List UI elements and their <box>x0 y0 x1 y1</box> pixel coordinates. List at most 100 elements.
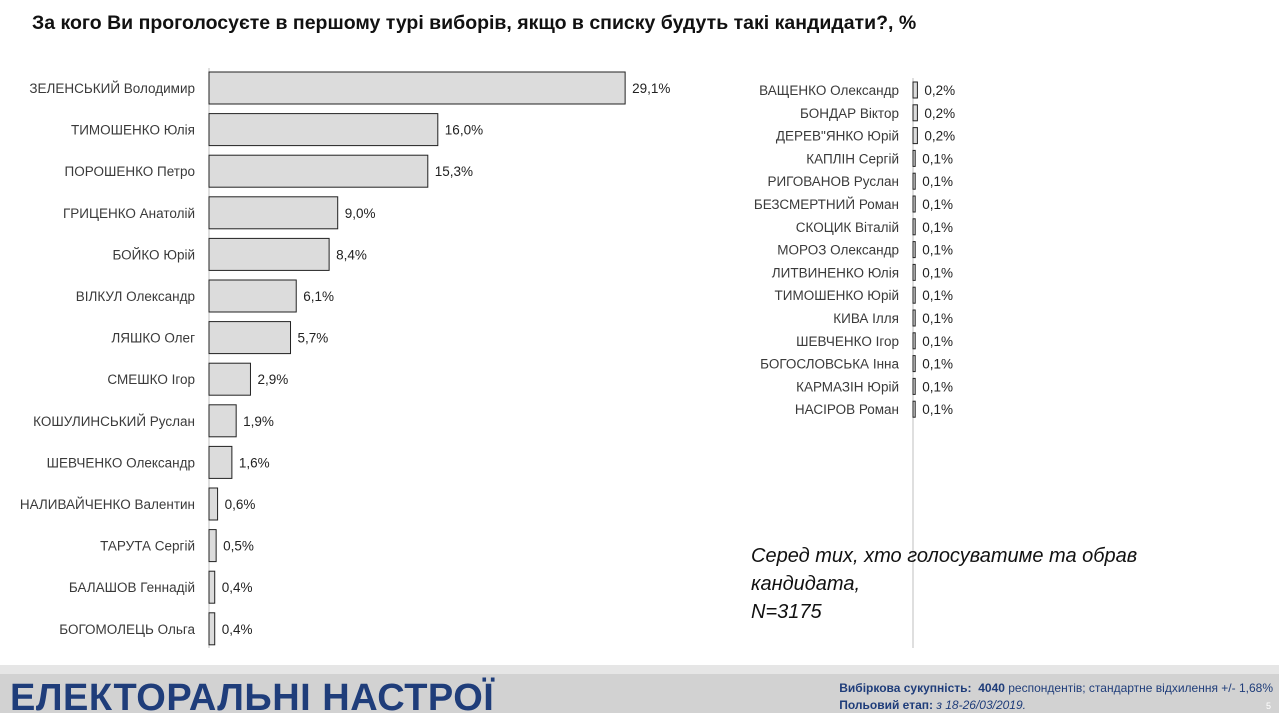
brand-title: ЕЛЕКТОРАЛЬНІ НАСТРОЇ <box>10 677 495 719</box>
chart-0-value-label-1: 16,0% <box>445 123 483 138</box>
chart-1-value-label-14: 0,1% <box>922 402 953 417</box>
chart-0-bar-11 <box>208 529 217 563</box>
chart-1-value-label-4: 0,1% <box>922 174 953 189</box>
chart-0-category-label-10: НАЛИВАЙЧЕНКО Валентин <box>20 497 195 512</box>
chart-1-value-label-7: 0,1% <box>922 243 953 258</box>
chart-1-category-label-1: БОНДАР Віктор <box>800 106 899 121</box>
chart-1-value-label-11: 0,1% <box>922 334 953 349</box>
chart-1-bar-14 <box>912 400 916 418</box>
chart-0-value-label-13: 0,4% <box>222 622 253 637</box>
field-stage-line: Польовий етап: з 18-26/03/2019. <box>839 697 1273 714</box>
chart-1-category-label-5: БЕЗСМЕРТНИЙ Роман <box>754 197 899 212</box>
chart-0-value-label-11: 0,5% <box>223 539 254 554</box>
chart-0-bar-3 <box>208 196 339 230</box>
field-stage-dates: з 18-26/03/2019. <box>933 698 1026 712</box>
sample-details: респондентів; стандартне відхилення +/- … <box>1004 681 1273 695</box>
chart-0-category-label-7: СМЕШКО Ігор <box>107 372 195 387</box>
chart-1-category-label-0: ВАЩЕНКО Олександр <box>759 83 899 98</box>
survey-info: Вибіркова сукупність: 4040 респондентів;… <box>839 680 1273 714</box>
chart-0-value-label-0: 29,1% <box>632 81 670 96</box>
chart-1-value-label-1: 0,2% <box>924 106 955 121</box>
chart-0-value-label-6: 5,7% <box>298 331 329 346</box>
chart-1-bar-9 <box>912 286 916 304</box>
chart-0-category-label-1: ТИМОШЕНКО Юлія <box>71 123 195 138</box>
chart-0-bar-7 <box>208 362 251 396</box>
chart-1-value-label-5: 0,1% <box>922 197 953 212</box>
sample-size-line: Вибіркова сукупність: 4040 респондентів;… <box>839 680 1273 697</box>
chart-0-bar-1 <box>208 113 439 147</box>
chart-0-value-label-8: 1,9% <box>243 414 274 429</box>
chart-0-value-label-2: 15,3% <box>435 164 473 179</box>
chart-1-bar-11 <box>912 332 916 350</box>
sample-note-line-1: Серед тих, хто голосуватиме та обрав <box>751 545 1138 567</box>
chart-0-category-label-12: БАЛАШОВ Геннадій <box>69 580 195 595</box>
chart-1-value-label-9: 0,1% <box>922 288 953 303</box>
chart-1-category-label-8: ЛИТВИНЕНКО Юлія <box>772 265 899 280</box>
chart-0-value-label-7: 2,9% <box>257 372 288 387</box>
chart-1-bar-12 <box>912 355 916 373</box>
chart-1-value-label-13: 0,1% <box>922 379 953 394</box>
chart-1-bar-10 <box>912 309 916 327</box>
chart-0-value-label-9: 1,6% <box>239 455 270 470</box>
chart-1-category-label-12: БОГОСЛОВСЬКА Інна <box>760 357 899 372</box>
sample-label: Вибіркова сукупність: <box>839 681 972 695</box>
chart-0-category-label-3: ГРИЦЕНКО Анатолій <box>63 206 195 221</box>
chart-0-bar-2 <box>208 154 429 188</box>
chart-1-value-label-12: 0,1% <box>922 357 953 372</box>
chart-1-category-label-7: МОРОЗ Олександр <box>777 243 899 258</box>
chart-0-category-label-9: ШЕВЧЕНКО Олександр <box>47 455 195 470</box>
sample-note: Серед тих, хто голосуватиме та обрав кан… <box>751 542 1231 626</box>
footer-divider <box>0 665 1279 674</box>
chart-0-value-label-12: 0,4% <box>222 580 253 595</box>
chart-1-category-label-6: СКОЦИК Віталій <box>796 220 899 235</box>
chart-1-category-label-4: РИГОВАНОВ Руслан <box>767 174 899 189</box>
chart-1-bar-13 <box>912 377 916 395</box>
chart-0-value-label-3: 9,0% <box>345 206 376 221</box>
left-bar-chart: ЗЕЛЕНСЬКИЙ Володимир 29,1% ТИМОШЕНКО Юлія 1… <box>20 68 670 648</box>
chart-0-category-label-0: ЗЕЛЕНСЬКИЙ Володимир <box>29 81 195 96</box>
footer: ЕЛЕКТОРАЛЬНІ НАСТРОЇ Вибіркова сукупніст… <box>0 665 1279 719</box>
chart-0-bar-5 <box>208 279 297 313</box>
chart-0-category-label-11: ТАРУТА Сергій <box>100 539 195 554</box>
chart-0-bar-9 <box>208 445 233 479</box>
chart-0-bar-6 <box>208 321 292 355</box>
sample-count: 4040 <box>978 681 1005 695</box>
chart-0-value-label-10: 0,6% <box>225 497 256 512</box>
chart-0-category-label-2: ПОРОШЕНКО Петро <box>65 164 195 179</box>
sample-note-line-2: кандидата, <box>751 573 861 595</box>
chart-1-value-label-10: 0,1% <box>922 311 953 326</box>
chart-1-category-label-2: ДЕРЕВ"ЯНКО Юрій <box>776 129 899 144</box>
chart-1-value-label-3: 0,1% <box>922 151 953 166</box>
right-bar-chart: ВАЩЕНКО Олександр 0,2% БОНДАР Віктор 0,2% ДЕ… <box>754 78 955 648</box>
bar-chart: ЗЕЛЕНСЬКИЙ Володимир 29,1% ТИМОШЕНКО Юлія 1… <box>20 68 955 648</box>
chart-0-bar-4 <box>208 237 330 271</box>
chart-1-bar-2 <box>912 127 918 145</box>
chart-0-category-label-8: КОШУЛИНСЬКИЙ Руслан <box>33 414 195 429</box>
chart-1-value-label-8: 0,1% <box>922 265 953 280</box>
chart-1-bar-4 <box>912 172 916 190</box>
chart-1-value-label-6: 0,1% <box>922 220 953 235</box>
chart-1-value-label-0: 0,2% <box>924 83 955 98</box>
chart-1-bar-1 <box>912 104 918 122</box>
chart-1-category-label-10: КИВА Ілля <box>833 311 899 326</box>
page-number: 5 <box>1265 701 1271 711</box>
chart-1-bar-3 <box>912 149 916 167</box>
chart-0-bar-10 <box>208 487 219 521</box>
chart-1-value-label-2: 0,2% <box>924 129 955 144</box>
chart-1-category-label-14: НАСІРОВ Роман <box>795 402 899 417</box>
sample-note-line-3: N=3175 <box>751 601 822 623</box>
chart-1-bar-6 <box>912 218 916 236</box>
chart-0-category-label-6: ЛЯШКО Олег <box>111 331 195 346</box>
chart-0-category-label-4: БОЙКО Юрій <box>112 247 195 262</box>
chart-1-category-label-3: КАПЛІН Сергій <box>806 151 899 166</box>
chart-0-bar-8 <box>208 404 237 438</box>
chart-0-value-label-5: 6,1% <box>303 289 334 304</box>
chart-1-bar-5 <box>912 195 916 213</box>
chart-1-category-label-11: ШЕВЧЕНКО Ігор <box>796 334 899 349</box>
chart-0-value-label-4: 8,4% <box>336 247 367 262</box>
chart-title: За кого Ви проголосуєте в першому турі в… <box>32 12 917 34</box>
chart-0-bar-12 <box>208 570 216 604</box>
field-stage-label: Польовий етап: <box>839 698 933 712</box>
chart-0-bar-0 <box>208 71 626 105</box>
chart-0-bar-13 <box>208 612 216 646</box>
